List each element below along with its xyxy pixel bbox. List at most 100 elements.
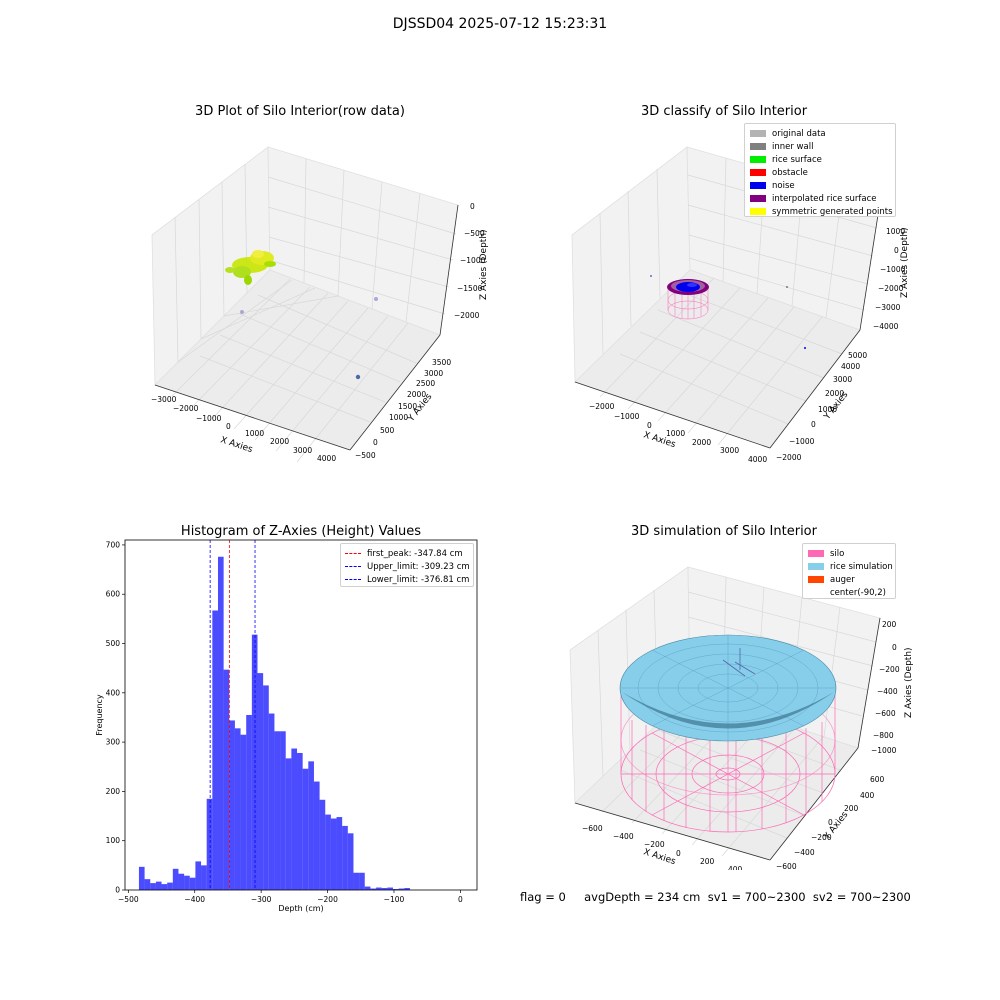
raw-xtick: 4000 [317, 454, 336, 463]
histogram-bar [172, 868, 179, 890]
panel-classify-title: 3D classify of Silo Interior [640, 104, 808, 119]
histogram-ytick-label: 700 [106, 540, 121, 549]
histogram-bar [364, 886, 371, 890]
histogram-bar [223, 669, 230, 890]
histogram-frame [124, 539, 478, 891]
histogram-bar [195, 861, 202, 890]
histogram-bar [217, 556, 224, 890]
classify-ztick: −1000 [880, 265, 906, 274]
classify-legend: original data inner wall rice surface ob… [744, 123, 896, 217]
classify-ytick: 0 [811, 420, 816, 429]
raw-xtick: 3000 [293, 446, 312, 455]
histogram-xtick-label: −300 [251, 895, 272, 904]
sim-ztick: −600 [875, 709, 896, 718]
sim-ytick: 200 [844, 804, 859, 813]
histogram-bar [206, 798, 213, 890]
histogram-bar [325, 814, 331, 890]
sim-ytick: −600 [776, 862, 797, 870]
classify-ytick: −1000 [789, 437, 815, 446]
classify-ztick: 0 [894, 246, 899, 255]
panel-raw-title: 3D Plot of Silo Interior(row data) [195, 104, 405, 119]
histogram-bar [297, 752, 303, 890]
histogram-ytick-label: 100 [106, 836, 121, 845]
histogram-bar [347, 833, 354, 890]
histogram-bar [155, 881, 162, 890]
histogram-bar [342, 825, 348, 890]
legend-swatch [750, 195, 766, 202]
raw-y-axis-line [349, 334, 441, 451]
classify-ytick: 3000 [833, 375, 852, 384]
legend-swatch [808, 563, 824, 570]
hist-xlabel: Depth (cm) [278, 904, 323, 913]
classify-xtick: −2000 [589, 402, 615, 411]
histogram-bar [302, 768, 309, 890]
raw-ztick: −1000 [460, 256, 486, 265]
classify-xtick: −1000 [614, 412, 640, 421]
legend-swatch [808, 550, 824, 557]
sim-ytick: −200 [811, 833, 832, 842]
sim-xtick: −400 [613, 832, 634, 841]
legend-item: noise [750, 179, 890, 192]
sim-ytick: −400 [794, 848, 815, 857]
sim-xtick: 0 [676, 849, 681, 858]
legend-item: silo [808, 547, 890, 560]
status-line: flag = 0 avgDepth = 234 cm sv1 = 700~230… [520, 890, 911, 904]
raw-ytick: 1500 [398, 402, 417, 411]
raw-xtick: 0 [226, 422, 231, 431]
histogram-bar [212, 610, 218, 890]
histogram-bar [263, 685, 269, 890]
sim-ztick: −800 [873, 731, 894, 740]
histogram-bar [359, 872, 365, 890]
histogram-bar [291, 748, 298, 890]
legend-swatch [808, 589, 824, 596]
legend-item: inner wall [750, 140, 890, 153]
raw-zlabel: Z Axies (Depth) [479, 229, 489, 300]
histogram-xtick-label: 0 [458, 895, 463, 904]
classify-xtick: 2000 [692, 438, 711, 447]
histogram-bar [280, 731, 286, 890]
raw-noise-point [240, 310, 244, 314]
sim-xtick: −600 [582, 824, 603, 833]
figure-suptitle: DJSSD04 2025-07-12 15:23:31 [392, 16, 608, 32]
raw-xlabel: X Axies [219, 435, 254, 455]
raw-ztick: −500 [464, 229, 485, 238]
legend-line [345, 579, 361, 580]
raw-ztick: 0 [470, 202, 475, 211]
raw-ytick: 2000 [407, 390, 426, 399]
histogram-bar [370, 888, 377, 890]
sim-auger [722, 648, 756, 677]
sim-xtick: 400 [728, 865, 743, 870]
histogram-ytick-label: 200 [106, 787, 121, 796]
sim-ztick: −400 [877, 687, 898, 696]
legend-swatch [750, 156, 766, 163]
classify-ytick: −2000 [776, 453, 802, 462]
legend-item: original data [750, 127, 890, 140]
histogram-bar [274, 731, 281, 890]
raw-xtick: −2000 [173, 404, 199, 413]
sim-ztick: 0 [892, 643, 897, 652]
classify-ytick: 1000 [818, 405, 837, 414]
legend-item: Upper_limit: -309.23 cm [345, 560, 470, 573]
histogram-xtick-label: −200 [317, 895, 338, 904]
histogram-bar [398, 888, 405, 890]
raw-xtick: 1000 [245, 429, 264, 438]
legend-swatch [750, 143, 766, 150]
histogram-bar [381, 888, 388, 890]
raw-grid [171, 158, 457, 463]
histogram-chart: −500 −400 −300 −200 −100 0 0 100 200 300 400 500 60… [95, 539, 478, 913]
histogram-bar [234, 728, 241, 890]
histogram-bar [268, 713, 275, 890]
histogram-xtick-label: −100 [384, 895, 405, 904]
classify-z-axis-line [859, 201, 881, 331]
classify-y-axis-line [769, 329, 861, 449]
histogram-bar [376, 887, 382, 890]
hist-legend: first_peak: -347.84 cm Upper_limit: -309… [340, 543, 474, 587]
panel-sim-title: 3D simulation of Silo Interior [631, 524, 817, 539]
hist-title: Histogram of Z-Axies (Height) Values [180, 524, 422, 539]
hist-ylabel: Frequency [95, 694, 104, 736]
histogram-bar [387, 887, 393, 890]
legend-item: center(-90,2) [808, 586, 890, 599]
raw-xtick: −1000 [196, 414, 222, 423]
sim-ytick: 0 [828, 818, 833, 827]
classify-ztick: 1000 [886, 227, 905, 236]
